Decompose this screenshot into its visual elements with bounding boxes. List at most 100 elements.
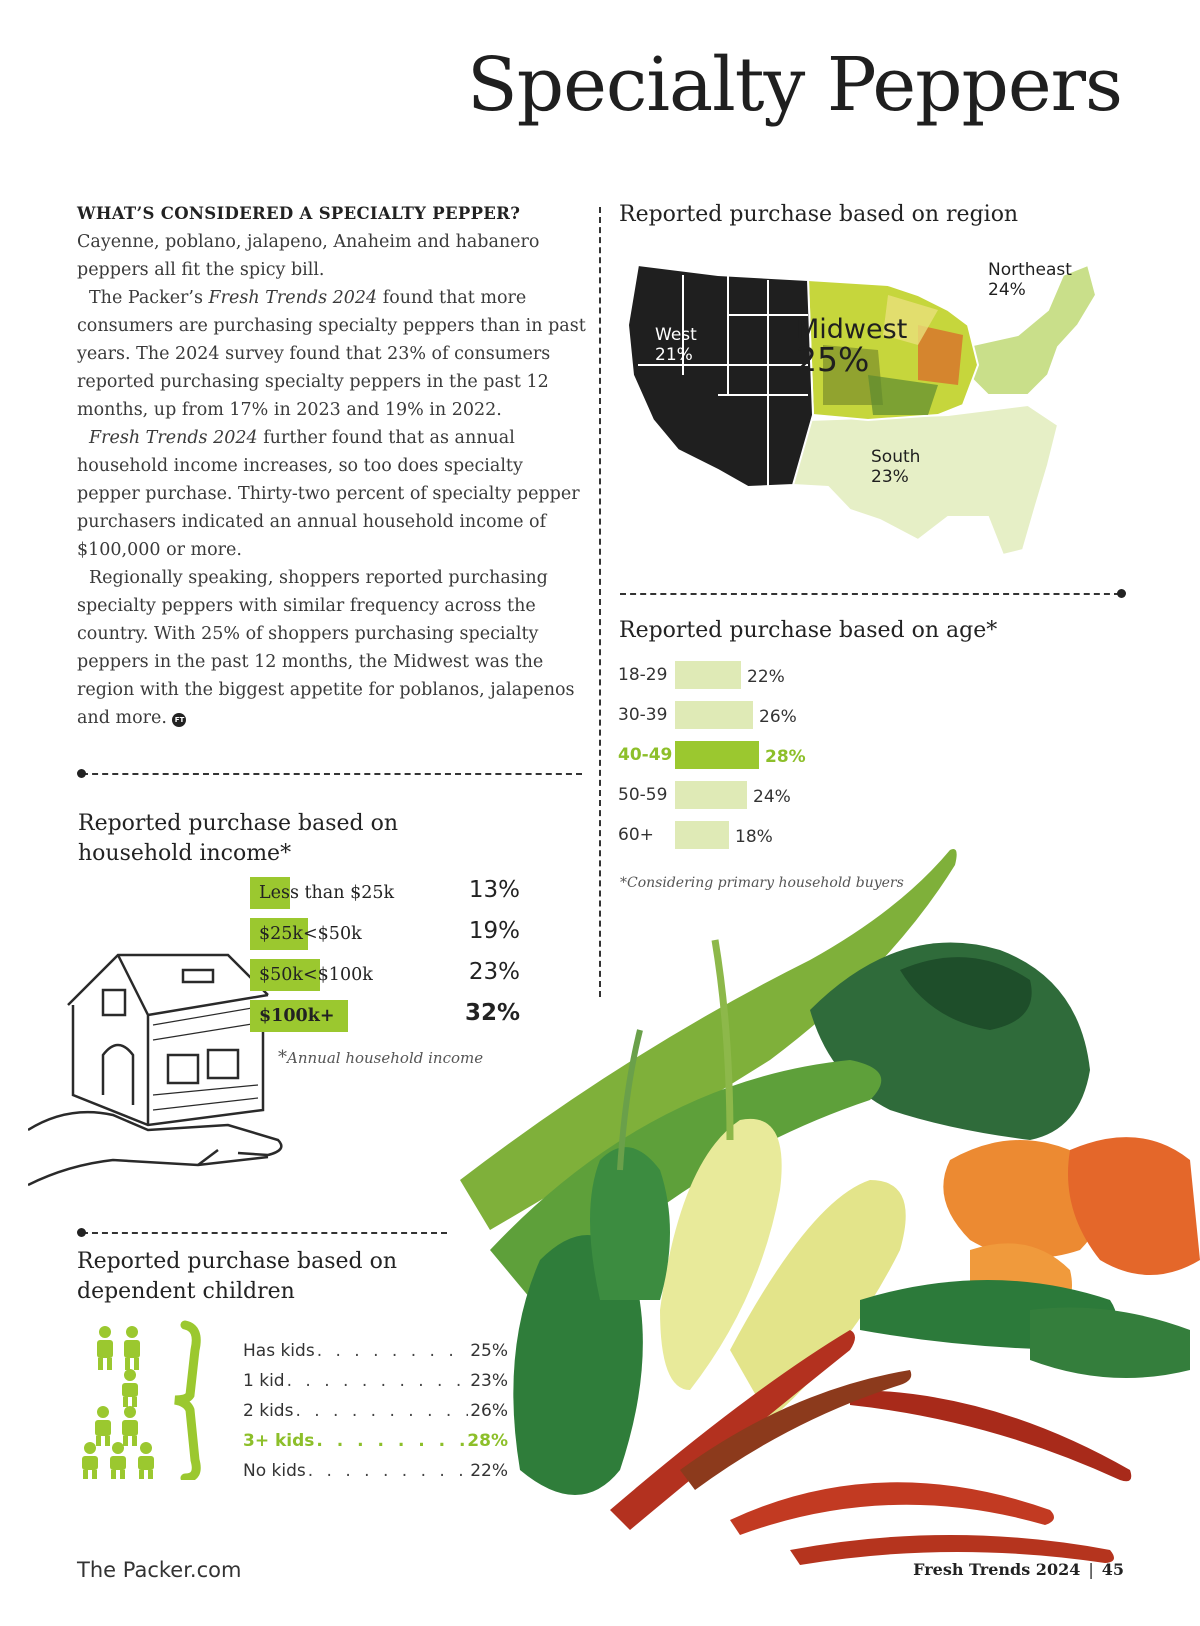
age-bar <box>675 661 741 689</box>
age-bar <box>675 781 747 809</box>
dot-leader: . . . . . . . . . . . . . . . . . . . . … <box>316 1341 469 1361</box>
kids-row: No kids. . . . . . . . . . . . . . . . .… <box>243 1461 508 1487</box>
divider-dot <box>77 1228 86 1237</box>
kids-value: 25% <box>470 1341 508 1361</box>
age-label: 50-59 <box>618 785 668 805</box>
age-label: 40-49 <box>618 745 673 765</box>
map-label-northeast: Northeast 24% <box>988 260 1072 300</box>
dot-leader: . . . . . . . . . . . . . . . . . . . . … <box>307 1461 468 1481</box>
section-divider <box>82 1232 447 1234</box>
section-divider <box>620 593 1120 595</box>
region-name: South <box>871 447 921 467</box>
kids-label: 1 kid <box>243 1371 285 1391</box>
income-value-label: 13% <box>468 877 520 903</box>
age-footnote: *Considering primary household buyers <box>620 875 904 891</box>
region-value: 23% <box>871 467 909 487</box>
footer-publication: Fresh Trends 2024 <box>913 1560 1081 1579</box>
age-label: 18-29 <box>618 665 668 685</box>
region-value: 25% <box>796 340 870 379</box>
footnote-star: * <box>278 1047 287 1068</box>
income-bar <box>250 959 321 991</box>
age-row: 40-49 28% <box>618 741 878 769</box>
income-label: $50k<$100k <box>259 965 373 985</box>
text-run: found that more consumers are purchasing… <box>77 288 586 420</box>
age-value-label: 18% <box>735 827 773 847</box>
age-value-label: 24% <box>753 787 791 807</box>
section-divider <box>82 773 582 775</box>
house-in-hand-illustration <box>28 953 283 1187</box>
age-bar <box>675 701 753 729</box>
income-bar <box>250 918 308 950</box>
footer-issue: Fresh Trends 2024 | 45 <box>913 1560 1124 1579</box>
us-region-map: West 21% Midwest 25% Northeast 24% South 23% <box>618 255 1123 565</box>
age-value-label: 26% <box>759 707 797 727</box>
text-run: The Packer’s <box>89 288 209 308</box>
region-value: 21% <box>655 345 693 365</box>
kids-label: 3+ kids <box>243 1431 315 1451</box>
kids-value: 22% <box>470 1461 508 1481</box>
kids-row: Has kids. . . . . . . . . . . . . . . . … <box>243 1341 508 1367</box>
region-value: 24% <box>988 280 1026 300</box>
divider-dot <box>77 769 86 778</box>
article-paragraph-1: Cayenne, poblano, jalapeno, Anaheim and … <box>77 232 540 280</box>
article-paragraph-3: Fresh Trends 2024 further found that as … <box>77 424 587 564</box>
dot-leader: . . . . . . . . . . . . . . . . . . . . … <box>286 1371 469 1391</box>
income-label: Less than $25k <box>259 883 395 903</box>
age-section-title: Reported purchase based on age* <box>619 618 998 643</box>
age-bar <box>675 821 729 849</box>
kids-row: 2 kids. . . . . . . . . . . . . . . . . … <box>243 1401 508 1427</box>
kids-row: 3+ kids. . . . . . . . . . . . . . . . .… <box>243 1431 508 1457</box>
region-name: Northeast <box>988 260 1072 280</box>
income-section-title: Reported purchase based on household inco… <box>78 809 398 869</box>
kids-row: 1 kid. . . . . . . . . . . . . . . . . .… <box>243 1371 508 1397</box>
divider-dot <box>1117 589 1126 598</box>
income-value-label: 32% <box>464 1000 520 1026</box>
page-title: Specialty Peppers <box>467 42 1123 128</box>
text-run: further found that as annual household i… <box>77 428 580 560</box>
age-label: 30-39 <box>618 705 668 725</box>
age-row: 30-39 26% <box>618 701 878 729</box>
article-paragraph-2: The Packer’s Fresh Trends 2024 found tha… <box>77 284 587 424</box>
title-line: Reported purchase based on <box>78 811 399 836</box>
footer-site: The Packer.com <box>77 1558 242 1582</box>
map-label-south: South 23% <box>871 447 920 487</box>
kids-value: 28% <box>467 1431 508 1451</box>
age-value-label: 28% <box>765 747 806 767</box>
title-line: dependent children <box>77 1279 295 1304</box>
footnote-text: Annual household income <box>287 1049 484 1067</box>
text-run: Regionally speaking, shoppers reported p… <box>77 568 575 728</box>
map-label-west: West 21% <box>655 325 697 365</box>
dot-leader: . . . . . . . . . . . . . . . . . . . . … <box>316 1431 465 1451</box>
region-section-title: Reported purchase based on region <box>619 202 1019 227</box>
region-name: West <box>655 325 697 345</box>
article-heading: WHAT’S CONSIDERED A SPECIALTY PEPPER? <box>77 204 521 223</box>
page-number: 45 <box>1101 1560 1124 1579</box>
income-label: $100k+ <box>259 1006 335 1026</box>
children-figures-icon <box>82 1320 201 1480</box>
publication-name: Fresh Trends 2024 <box>208 288 378 308</box>
kids-label: No kids <box>243 1461 306 1481</box>
ft-end-mark-icon: FT <box>172 713 187 727</box>
column-divider <box>599 207 601 997</box>
title-line: Reported purchase based on <box>77 1249 398 1274</box>
map-label-midwest: Midwest 25% <box>796 315 907 378</box>
age-label: 60+ <box>618 825 654 845</box>
income-bar <box>250 877 290 909</box>
income-row: Less than $25k 13% <box>250 877 530 909</box>
region-name: Midwest <box>796 314 908 345</box>
income-value-label: 23% <box>468 959 520 985</box>
income-label: $25k<$50k <box>259 924 362 944</box>
income-row: $100k+ 32% <box>250 1000 530 1032</box>
income-footnote: *Annual household income <box>278 1047 483 1068</box>
age-row: 18-29 22% <box>618 661 878 689</box>
kids-label: Has kids <box>243 1341 315 1361</box>
title-line: household income* <box>78 841 292 866</box>
income-row: $50k<$100k 23% <box>250 959 530 991</box>
publication-name: Fresh Trends 2024 <box>89 428 258 448</box>
age-row: 60+ 18% <box>618 821 878 849</box>
income-row: $25k<$50k 19% <box>250 918 530 950</box>
article-body: WHAT’S CONSIDERED A SPECIALTY PEPPER? Ca… <box>77 200 587 732</box>
income-value-label: 19% <box>468 918 520 944</box>
kids-section-title: Reported purchase based on dependent chil… <box>77 1247 397 1307</box>
kids-value: 23% <box>470 1371 508 1391</box>
